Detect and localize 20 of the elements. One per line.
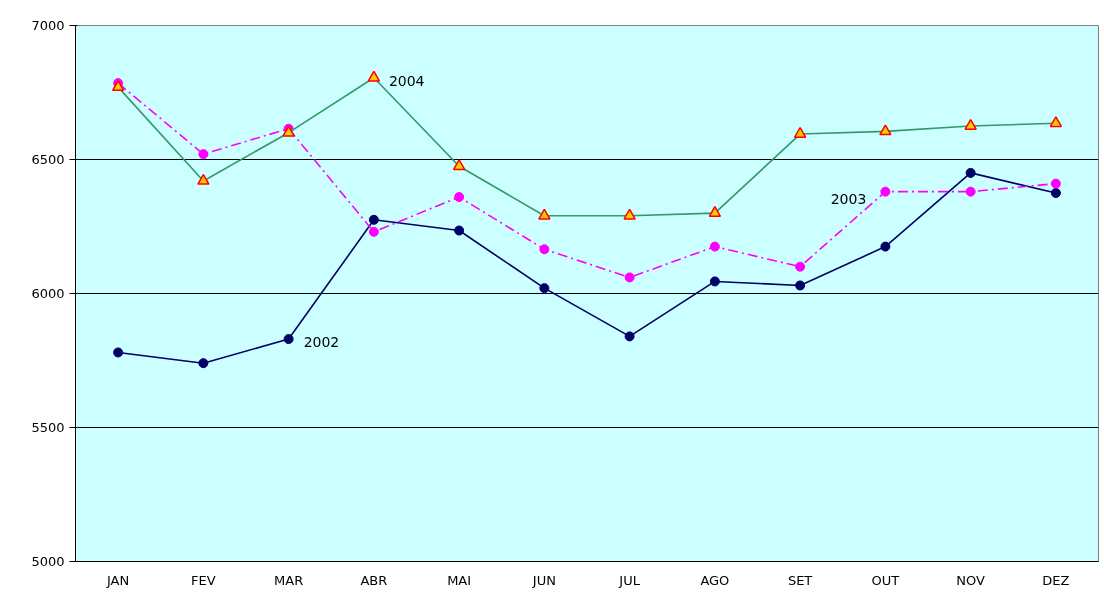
y-tick-label: 5500 bbox=[31, 420, 65, 435]
y-tick-label: 6000 bbox=[31, 286, 65, 301]
x-tick-label: DEZ bbox=[1042, 572, 1070, 588]
series-label: 2003 bbox=[830, 191, 867, 208]
series-label: 2002 bbox=[303, 334, 340, 351]
x-tick-label: MAR bbox=[274, 572, 304, 588]
x-tick-label: MAI bbox=[447, 572, 472, 588]
y-tick-label: 5000 bbox=[31, 554, 65, 569]
x-tick-label: ABR bbox=[360, 572, 388, 588]
y-tick-label: 7000 bbox=[31, 18, 65, 33]
x-tick-label: JAN bbox=[106, 572, 130, 588]
x-tick-label: JUL bbox=[618, 572, 641, 588]
x-tick-label: OUT bbox=[871, 572, 900, 588]
x-tick-label: AGO bbox=[700, 572, 730, 588]
x-tick-label: SET bbox=[787, 572, 813, 588]
x-tick-label: FEV bbox=[191, 572, 216, 588]
x-tick-label: NOV bbox=[956, 572, 986, 588]
x-tick-label: JUN bbox=[531, 572, 556, 588]
series-label: 2004 bbox=[388, 72, 425, 89]
y-tick-label: 6500 bbox=[31, 152, 65, 167]
